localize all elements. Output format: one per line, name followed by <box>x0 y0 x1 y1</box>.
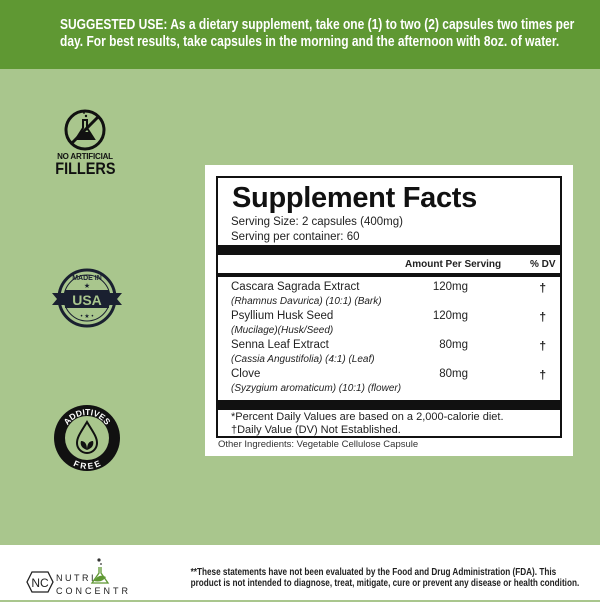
col-dv-header: % DV <box>530 259 556 270</box>
suggested-use-banner: SUGGESTED USE: As a dietary supplement, … <box>0 0 600 69</box>
footnote-dv: *Percent Daily Values are based on a 2,0… <box>231 411 504 423</box>
seal-top-text: MADE IN <box>72 275 102 282</box>
serving-size: Serving Size: 2 capsules (400mg) <box>231 216 403 228</box>
suggested-use-line2: day. For best results, take capsules in … <box>60 33 560 50</box>
svg-text:• ★ •: • ★ • <box>81 313 94 320</box>
ingredient-amount: 120mg <box>432 281 468 293</box>
ingredient-amount: 120mg <box>432 310 468 322</box>
ingredient-row: Cascara Sagrada Extract (Rhamnus Davuric… <box>231 281 556 311</box>
ingredient-name: Psyllium Husk Seed <box>231 310 334 322</box>
badge-small-text: NO ARTIFICIAL <box>57 152 113 161</box>
divider-bar <box>218 273 560 277</box>
ingredient-dv: † <box>539 368 546 382</box>
ingredient-dv: † <box>539 281 546 295</box>
disclaimer-line2: product is not intended to diagnose, tre… <box>190 577 580 589</box>
supplement-facts-label: Supplement Facts Serving Size: 2 capsule… <box>205 165 573 456</box>
made-in-usa-seal: MADE IN USA ★ • ★ • <box>52 268 122 328</box>
ingredient-source: (Rhamnus Davurica) (10:1) (Bark) <box>231 296 382 307</box>
suggested-use-line1: SUGGESTED USE: As a dietary supplement, … <box>60 16 575 33</box>
nutri-concentra-logo: NC NUTRI CONCENTRA <box>25 557 137 596</box>
svg-text:NC: NC <box>31 576 49 590</box>
svg-text:CONCENTRA: CONCENTRA <box>56 586 130 596</box>
disclaimer-line1: **These statements have not been evaluat… <box>190 566 557 578</box>
col-amount-header: Amount Per Serving <box>405 259 502 270</box>
divider-bar <box>218 245 560 255</box>
footnote-dagger: †Daily Value (DV) Not Established. <box>231 424 401 436</box>
footer: NC NUTRI CONCENTRA **These statements ha… <box>0 545 600 600</box>
ingredient-row: Psyllium Husk Seed (Mucilage)(Husk/Seed)… <box>231 310 556 340</box>
divider-bar <box>218 400 560 410</box>
ingredient-row: Senna Leaf Extract (Cassia Angustifolia)… <box>231 339 556 369</box>
no-artificial-fillers-badge: NO ARTIFICIAL FILLERS <box>50 108 120 177</box>
ingredient-amount: 80mg <box>439 339 468 351</box>
facts-title: Supplement Facts <box>232 182 477 214</box>
ingredient-source: (Mucilage)(Husk/Seed) <box>231 325 334 336</box>
supplement-facts-box: Supplement Facts Serving Size: 2 capsule… <box>216 176 562 438</box>
additives-free-seal: ADDITIVES FREE <box>54 405 120 471</box>
servings-per-container: Serving per container: 60 <box>231 231 360 243</box>
svg-text:NUTRI: NUTRI <box>56 573 96 583</box>
svg-text:★: ★ <box>84 282 90 290</box>
badge-big-text: FILLERS <box>55 159 116 178</box>
ingredient-row: Clove (Syzygium aromaticum) (10:1) (flow… <box>231 368 556 398</box>
other-ingredients: Other Ingredients: Vegetable Cellulose C… <box>218 439 419 450</box>
fda-disclaimer: **These statements have not been evaluat… <box>140 567 600 589</box>
ingredient-name: Cascara Sagrada Extract <box>231 281 360 293</box>
additives-free-badge: ADDITIVES FREE <box>52 400 122 481</box>
ingredient-dv: † <box>539 339 546 353</box>
ingredient-name: Clove <box>231 368 261 380</box>
ingredient-name: Senna Leaf Extract <box>231 339 329 351</box>
made-in-usa-badge: MADE IN USA ★ • ★ • <box>52 265 122 336</box>
ingredient-source: (Syzygium aromaticum) (10:1) (flower) <box>231 383 402 394</box>
no-flask-icon <box>64 109 106 151</box>
seal-center-text: USA <box>72 292 102 308</box>
ingredient-amount: 80mg <box>439 368 468 380</box>
ingredient-dv: † <box>539 310 546 324</box>
ingredient-source: (Cassia Angustifolia) (4:1) (Leaf) <box>231 354 375 365</box>
